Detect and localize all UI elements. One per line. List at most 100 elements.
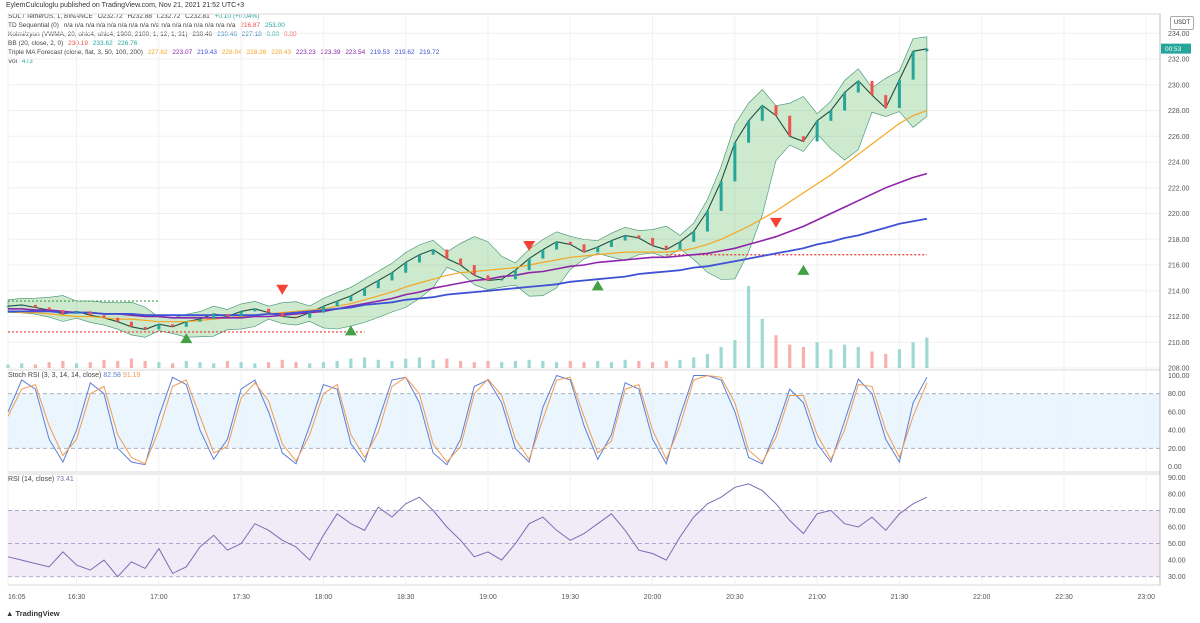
time-tick-label: 23:00: [1138, 594, 1156, 601]
legend-close: C232.81: [185, 13, 210, 20]
volume-bar: [335, 360, 339, 368]
rsi-line: [7, 483, 928, 578]
volume-bar: [719, 346, 723, 368]
volume-bar: [308, 363, 312, 368]
candle: [431, 249, 435, 255]
candle: [376, 280, 380, 289]
stoch-legend: Stoch RSI (3, 3, 14, 14, close) 82.58 91…: [8, 372, 140, 379]
legend-kolmi-v1: 230.46: [192, 31, 213, 38]
legend-tma-v1: 227.82: [147, 49, 168, 56]
volume-bar: [129, 358, 134, 368]
stoch-legend-label: Stoch RSI (3, 3, 14, 14, close): [8, 372, 102, 379]
rsi-tick-label: 50.00: [1168, 541, 1186, 548]
volume-bar: [6, 364, 10, 368]
volume-bar: [500, 362, 504, 368]
candle: [884, 95, 888, 108]
price-tick-label: 226.00: [1168, 134, 1190, 141]
volume-bar: [527, 359, 531, 368]
volume-bar: [774, 335, 778, 368]
legend-bb: BB (20, close, 2, 0) 230.19 233.62 226.7…: [8, 40, 140, 47]
stoch-tick-label: 80.00: [1168, 391, 1186, 398]
legend-tma-v12: 219.72: [419, 49, 440, 56]
time-tick-label: 19:00: [479, 594, 497, 601]
candle: [308, 312, 312, 318]
time-tick-label: 17:30: [232, 594, 250, 601]
candle: [459, 258, 463, 266]
candle: [225, 313, 229, 317]
legend-tma-v7: 223.23: [295, 49, 316, 56]
candle: [678, 241, 682, 250]
volume-bar: [746, 286, 751, 368]
candle: [88, 311, 92, 316]
time-tick-label: 17:00: [150, 594, 168, 601]
volume-bar: [20, 363, 24, 368]
volume-bar: [253, 363, 257, 368]
stoch-d-value: 91.19: [122, 372, 141, 379]
candle: [20, 304, 24, 307]
legend-bb-label: BB (20, close, 2, 0): [8, 40, 64, 47]
volume-bar: [650, 362, 655, 368]
time-tick-label: 21:30: [891, 594, 909, 601]
volume-bar: [705, 353, 710, 368]
price-tick-label: 234.00: [1168, 31, 1190, 38]
candle: [321, 306, 325, 313]
volume-bar: [568, 360, 572, 368]
volume-bar: [102, 359, 106, 368]
buy-signal-icon: [344, 325, 357, 336]
candle: [774, 105, 778, 116]
volume-bar: [212, 363, 216, 368]
candle: [404, 262, 408, 273]
candle: [527, 258, 531, 271]
rsi-legend: RSI (14, close) 73.41: [8, 476, 74, 483]
volume-bar: [239, 362, 243, 368]
series-line-ma200: [8, 217, 928, 317]
volume-bar: [486, 360, 490, 368]
candle: [75, 311, 79, 314]
tradingview-logo-label: TradingView: [15, 609, 60, 618]
legend-kolmi-label: Kolmi/zyon (VWMA, 20, ohlc4, ohlc4, 1900…: [8, 31, 188, 38]
rsi-tick-label: 80.00: [1168, 491, 1186, 498]
candle: [129, 321, 133, 327]
tradingview-logo[interactable]: ▲ TradingView: [6, 609, 60, 618]
volume-bar: [692, 357, 696, 368]
volume-bar: [884, 353, 888, 368]
candle: [102, 315, 106, 318]
candle: [692, 231, 696, 242]
candle: [788, 115, 792, 137]
series-line-close: [7, 48, 927, 330]
legend-vol-label: Vol: [8, 58, 18, 65]
currency-button[interactable]: USDT: [1170, 16, 1194, 30]
volume-bar: [198, 362, 202, 368]
candle: [267, 308, 271, 313]
price-tick-label: 222.00: [1168, 185, 1190, 192]
candle: [705, 210, 709, 232]
legend-kolmi-v5: 0.00: [283, 31, 297, 38]
volume-bar: [294, 362, 298, 368]
candle: [486, 275, 490, 281]
volume-bar: [801, 346, 806, 368]
legend-bb-v2: 233.62: [92, 40, 113, 47]
legend-kolmi-v3: 227.18: [241, 31, 262, 38]
rsi-tick-label: 60.00: [1168, 525, 1186, 532]
rsi-tick-label: 90.00: [1168, 475, 1186, 482]
sell-signal-icon: [523, 240, 536, 251]
stoch-tick-label: 0.00: [1168, 464, 1182, 471]
volume-bar: [280, 359, 284, 368]
legend-main: SOL / TetherUS, 1, BINANCE O232.72 H232.…: [8, 13, 262, 20]
legend-td-v1: 216.87: [240, 22, 261, 29]
time-tick-label: 16:30: [68, 594, 86, 601]
candle: [747, 120, 751, 143]
price-badge-label: 00:53: [1165, 46, 1182, 53]
legend-tma-v4: 228.04: [221, 49, 242, 56]
sell-signal-icon: [770, 217, 782, 228]
volume-bar: [349, 358, 353, 368]
candle: [363, 288, 367, 296]
volume-bar: [74, 363, 79, 368]
series-line-ma100: [8, 172, 928, 319]
volume-bar: [582, 362, 586, 368]
volume-bar: [788, 344, 792, 368]
legend-change: +0.10 (+0.04%): [214, 13, 260, 20]
rsi-tick-label: 40.00: [1168, 558, 1186, 565]
volume-bar: [404, 358, 408, 368]
